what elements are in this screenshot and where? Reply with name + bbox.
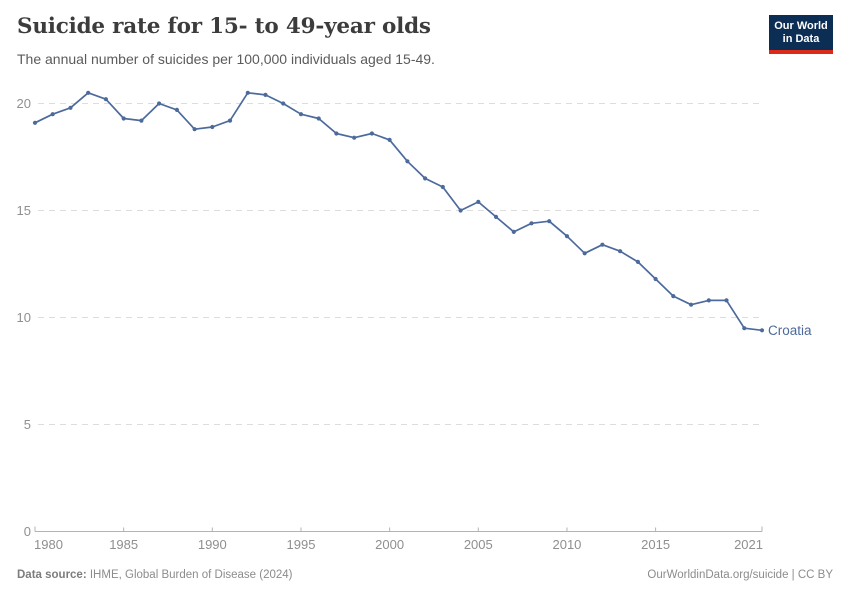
data-point-1999[interactable]	[369, 131, 374, 136]
data-point-2011[interactable]	[582, 251, 587, 256]
data-point-1990[interactable]	[210, 124, 215, 130]
owid-logo[interactable]: Our World in Data	[769, 15, 833, 54]
croatia-line[interactable]	[34, 91, 763, 332]
data-source-value: IHME, Global Burden of Disease (2024)	[86, 569, 293, 581]
data-point-1981[interactable]	[50, 112, 55, 117]
x-axis-tick-label-2021: 2021	[734, 537, 763, 552]
data-point-1995[interactable]	[298, 112, 304, 117]
data-point-2006[interactable]	[493, 214, 499, 219]
x-axis-tick-label-2015: 2015	[641, 537, 670, 552]
x-axis-tick-label-1980: 1980	[34, 537, 63, 552]
data-point-2009[interactable]	[547, 219, 552, 224]
data-point-1988[interactable]	[174, 107, 179, 112]
page-title: Suicide rate for 15- to 49-year olds	[17, 14, 431, 39]
data-point-1982[interactable]	[68, 105, 73, 110]
x-axis-tick-label-2005: 2005	[464, 537, 493, 552]
data-point-1989[interactable]	[192, 127, 197, 132]
data-point-2020[interactable]	[742, 326, 747, 331]
data-point-2003[interactable]	[440, 184, 445, 190]
x-axis-tick-label-2010: 2010	[552, 537, 581, 552]
y-axis-tick-label-10: 10	[17, 310, 31, 325]
data-point-1984[interactable]	[103, 97, 108, 102]
data-source-label: Data source:	[17, 569, 87, 581]
data-point-2015[interactable]	[653, 276, 658, 282]
y-axis-tick-label-15: 15	[17, 203, 31, 218]
x-axis-tick-label-1990: 1990	[198, 537, 227, 552]
data-point-1994[interactable]	[281, 101, 286, 106]
data-point-1985[interactable]	[121, 116, 126, 121]
data-point-2016[interactable]	[671, 294, 676, 299]
x-axis-tick-label-1985: 1985	[109, 537, 138, 552]
data-point-2018[interactable]	[706, 298, 711, 303]
data-point-1993[interactable]	[263, 92, 268, 97]
x-axis-tick-label-1995: 1995	[287, 537, 316, 552]
data-point-2017[interactable]	[689, 302, 694, 307]
data-point-2007[interactable]	[511, 229, 516, 234]
data-point-2013[interactable]	[618, 249, 623, 254]
data-source-note: Data source: IHME, Global Burden of Dise…	[17, 569, 293, 581]
data-point-1998[interactable]	[352, 135, 357, 140]
license-link[interactable]: OurWorldinData.org/suicide | CC BY	[647, 569, 833, 581]
data-point-2012[interactable]	[600, 242, 605, 247]
data-point-2021[interactable]	[759, 328, 765, 333]
data-point-2008[interactable]	[529, 221, 534, 226]
owid-logo-line2: in Data	[782, 33, 820, 45]
data-point-2010[interactable]	[564, 234, 570, 239]
data-point-1991[interactable]	[227, 118, 233, 123]
y-axis-tick-label-20: 20	[17, 96, 31, 111]
data-point-2001[interactable]	[405, 159, 410, 164]
y-axis-tick-label-0: 0	[24, 524, 31, 539]
data-point-1992[interactable]	[245, 90, 250, 95]
x-axis-tick-label-2000: 2000	[375, 537, 404, 552]
data-point-1987[interactable]	[157, 101, 162, 106]
data-point-1980[interactable]	[32, 120, 38, 125]
data-point-1986[interactable]	[139, 118, 144, 123]
owid-logo-line1: Our World	[774, 20, 828, 32]
data-point-2000[interactable]	[387, 137, 392, 142]
data-point-2019[interactable]	[724, 298, 729, 303]
data-point-2004[interactable]	[458, 208, 463, 213]
y-axis-tick-label-5: 5	[24, 417, 31, 432]
data-point-2005[interactable]	[476, 199, 481, 204]
data-point-1983[interactable]	[86, 90, 91, 95]
data-point-2002[interactable]	[423, 176, 428, 181]
data-point-1997[interactable]	[334, 131, 339, 136]
data-point-2014[interactable]	[635, 259, 641, 264]
entity-label-croatia[interactable]: Croatia	[768, 323, 812, 338]
chart-subtitle: The annual number of suicides per 100,00…	[17, 51, 435, 67]
data-point-1996[interactable]	[316, 116, 321, 121]
